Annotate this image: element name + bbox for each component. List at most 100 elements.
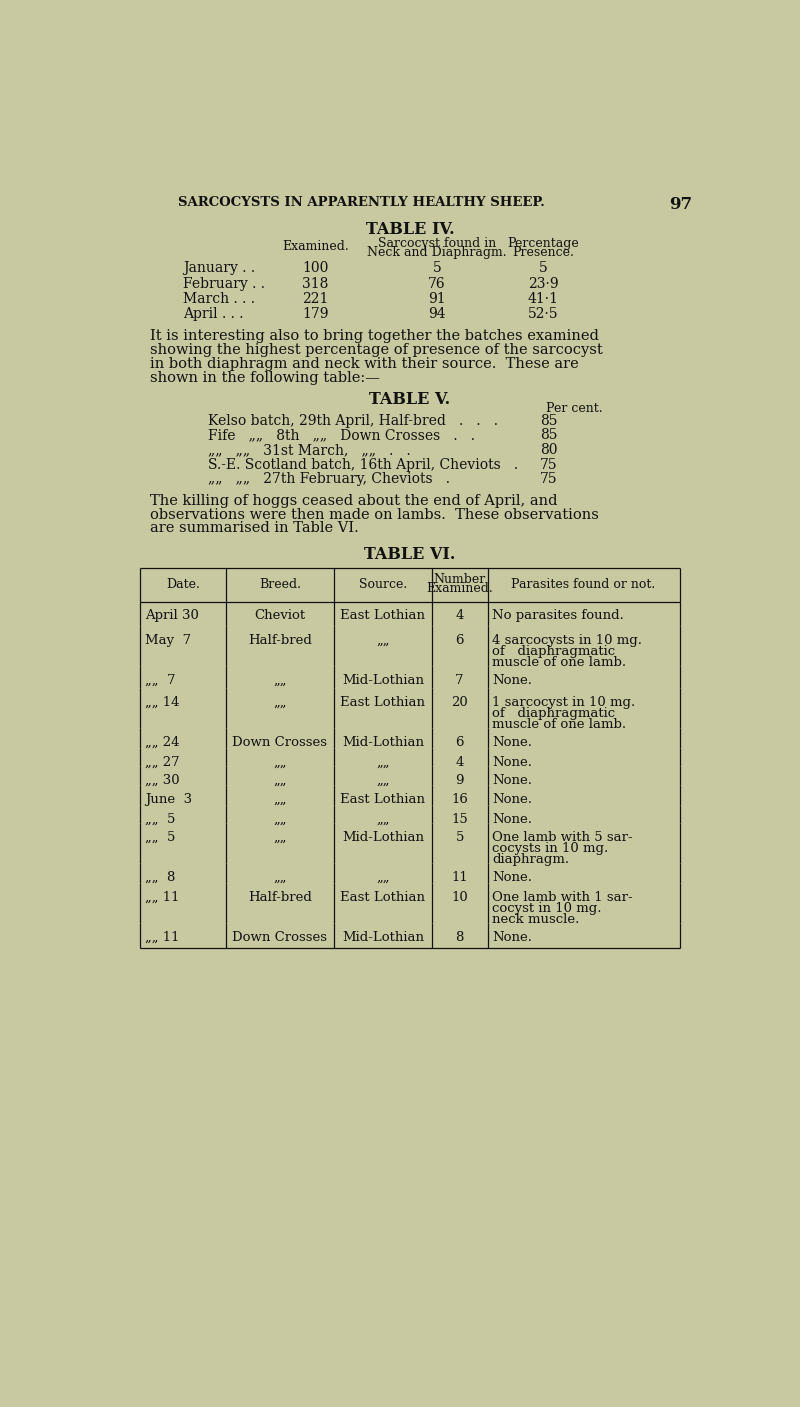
- Text: March . . .: March . . .: [183, 293, 255, 307]
- Text: April 30: April 30: [145, 609, 199, 622]
- Text: „„ 11: „„ 11: [145, 891, 179, 905]
- Text: None.: None.: [492, 674, 532, 687]
- Text: Cheviot: Cheviot: [254, 609, 306, 622]
- Text: „„   „„   27th February, Cheviots   .: „„ „„ 27th February, Cheviots .: [209, 473, 450, 487]
- Text: 9: 9: [455, 774, 464, 787]
- Text: East Lothian: East Lothian: [340, 891, 426, 905]
- Text: None.: None.: [492, 813, 532, 826]
- Text: S.-E. Scotland batch, 16th April, Cheviots   .: S.-E. Scotland batch, 16th April, Chevio…: [209, 457, 518, 471]
- Text: 4: 4: [455, 756, 464, 768]
- Text: „„: „„: [376, 813, 390, 826]
- Text: 5: 5: [539, 262, 548, 276]
- Text: 75: 75: [540, 457, 558, 471]
- Text: Mid-Lothian: Mid-Lothian: [342, 674, 424, 687]
- Text: muscle of one lamb.: muscle of one lamb.: [492, 656, 626, 670]
- Text: Half-bred: Half-bred: [248, 891, 312, 905]
- Text: 76: 76: [428, 277, 446, 291]
- Text: 10: 10: [451, 891, 468, 905]
- Text: 179: 179: [302, 308, 329, 321]
- Text: „„: „„: [273, 813, 286, 826]
- Text: Parasites found or not.: Parasites found or not.: [511, 578, 656, 591]
- Text: None.: None.: [492, 736, 532, 749]
- Text: observations were then made on lambs.  These observations: observations were then made on lambs. Th…: [150, 508, 599, 522]
- Text: It is interesting also to bring together the batches examined: It is interesting also to bring together…: [150, 329, 599, 343]
- Text: 20: 20: [451, 695, 468, 709]
- Text: Mid-Lothian: Mid-Lothian: [342, 832, 424, 844]
- Text: „„: „„: [376, 635, 390, 647]
- Text: 1 sarcocyst in 10 mg.: 1 sarcocyst in 10 mg.: [492, 695, 635, 709]
- Text: „„ 24: „„ 24: [145, 736, 179, 749]
- Text: Kelso batch, 29th April, Half-bred   .   .   .: Kelso batch, 29th April, Half-bred . . .: [209, 414, 498, 428]
- Text: Examined.: Examined.: [282, 241, 349, 253]
- Text: „„: „„: [273, 756, 286, 768]
- Text: None.: None.: [492, 871, 532, 884]
- Text: One lamb with 1 sar-: One lamb with 1 sar-: [492, 891, 633, 905]
- Text: 80: 80: [540, 443, 558, 457]
- Text: 75: 75: [540, 473, 558, 487]
- Text: 221: 221: [302, 293, 329, 307]
- Text: None.: None.: [492, 774, 532, 787]
- Text: 23·9: 23·9: [528, 277, 558, 291]
- Text: Source.: Source.: [358, 578, 407, 591]
- Text: 6: 6: [455, 635, 464, 647]
- Text: Fife   „„   8th   „„   Down Crosses   .   .: Fife „„ 8th „„ Down Crosses . .: [209, 428, 475, 442]
- Text: cocysts in 10 mg.: cocysts in 10 mg.: [492, 843, 609, 855]
- Text: 7: 7: [455, 674, 464, 687]
- Text: „„: „„: [273, 832, 286, 844]
- Text: „„: „„: [376, 756, 390, 768]
- Text: „„: „„: [376, 871, 390, 884]
- Text: Per cent.: Per cent.: [546, 402, 602, 415]
- Text: 6: 6: [455, 736, 464, 749]
- Text: One lamb with 5 sar-: One lamb with 5 sar-: [492, 832, 633, 844]
- Text: None.: None.: [492, 756, 532, 768]
- Text: Examined.: Examined.: [426, 582, 493, 595]
- Text: „„ 27: „„ 27: [145, 756, 179, 768]
- Text: Mid-Lothian: Mid-Lothian: [342, 736, 424, 749]
- Text: 11: 11: [451, 871, 468, 884]
- Text: Down Crosses: Down Crosses: [232, 931, 327, 944]
- Text: 318: 318: [302, 277, 329, 291]
- Text: 15: 15: [451, 813, 468, 826]
- Text: 85: 85: [540, 414, 558, 428]
- Text: TABLE VI.: TABLE VI.: [364, 546, 456, 563]
- Text: „„  7: „„ 7: [145, 674, 175, 687]
- Text: 91: 91: [428, 293, 446, 307]
- Text: 100: 100: [302, 262, 329, 276]
- Text: Mid-Lothian: Mid-Lothian: [342, 931, 424, 944]
- Text: June  3: June 3: [145, 792, 192, 806]
- Text: in both diaphragm and neck with their source.  These are: in both diaphragm and neck with their so…: [150, 357, 579, 370]
- Text: No parasites found.: No parasites found.: [492, 609, 624, 622]
- Text: „„ 30: „„ 30: [145, 774, 179, 787]
- Text: Percentage: Percentage: [507, 236, 579, 249]
- Text: 4 sarcocysts in 10 mg.: 4 sarcocysts in 10 mg.: [492, 635, 642, 647]
- Text: East Lothian: East Lothian: [340, 609, 426, 622]
- Text: Number: Number: [434, 573, 486, 587]
- Text: „„: „„: [273, 674, 286, 687]
- Text: The killing of hoggs ceased about the end of April, and: The killing of hoggs ceased about the en…: [150, 494, 558, 508]
- Text: showing the highest percentage of presence of the sarcocyst: showing the highest percentage of presen…: [150, 343, 603, 357]
- Text: „„ 14: „„ 14: [145, 695, 179, 709]
- Text: 16: 16: [451, 792, 468, 806]
- Text: shown in the following table:—: shown in the following table:—: [150, 370, 380, 384]
- Text: Breed.: Breed.: [259, 578, 301, 591]
- Text: Presence.: Presence.: [512, 246, 574, 259]
- Text: None.: None.: [492, 931, 532, 944]
- Text: February . .: February . .: [183, 277, 265, 291]
- Text: Date.: Date.: [166, 578, 200, 591]
- Text: „„: „„: [273, 792, 286, 806]
- Text: East Lothian: East Lothian: [340, 695, 426, 709]
- Text: Sarcocyst found in: Sarcocyst found in: [378, 236, 496, 249]
- Text: „„: „„: [376, 774, 390, 787]
- Text: January . .: January . .: [183, 262, 255, 276]
- Text: None.: None.: [492, 792, 532, 806]
- Text: of   diaphragmatic: of diaphragmatic: [492, 706, 615, 720]
- Text: „„ 11: „„ 11: [145, 931, 179, 944]
- Text: 5: 5: [433, 262, 442, 276]
- Text: „„: „„: [273, 871, 286, 884]
- Text: 94: 94: [428, 308, 446, 321]
- Text: „„   „„   31st March,   „„   .   .: „„ „„ 31st March, „„ . .: [209, 443, 411, 457]
- Text: 52·5: 52·5: [528, 308, 558, 321]
- Text: „„: „„: [273, 774, 286, 787]
- Text: „„  5: „„ 5: [145, 832, 175, 844]
- Text: TABLE V.: TABLE V.: [370, 391, 450, 408]
